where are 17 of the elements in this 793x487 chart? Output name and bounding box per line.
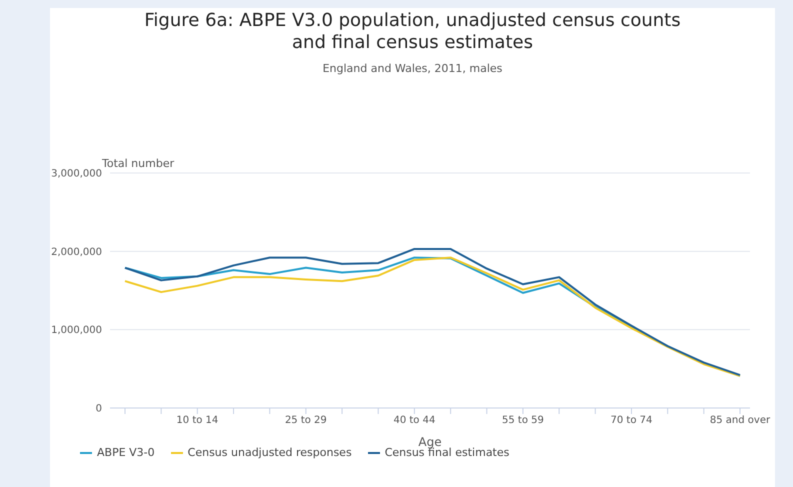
y-tick-label: 0 [96,404,102,415]
x-tick-label: 70 to 74 [610,415,652,426]
x-axis-title: Age [418,435,442,449]
y-tick-label: 1,000,000 [51,325,102,336]
x-tick-label: 40 to 44 [393,415,436,426]
y-axis-title: Total number [102,157,174,170]
legend-label: Census final estimates [384,446,510,459]
x-tick-label: 10 to 14 [176,415,218,426]
x-tick-label: 55 to 59 [502,415,544,426]
x-tick-label: 25 to 29 [284,415,327,426]
y-tick-label: 3,000,000 [51,168,102,180]
chart-subtitle: England and Wales, 2011, males [322,62,504,75]
chart-title: Figure 6a: ABPE V3.0 population, unadjusted census counts and final census estimates [143,9,682,54]
legend-label: Census unadjusted responses [186,446,352,459]
legend-label: ABPE V3-0 [96,446,155,459]
x-tick-label: 85 and over [710,415,771,426]
y-tick-label: 2,000,000 [51,246,102,258]
